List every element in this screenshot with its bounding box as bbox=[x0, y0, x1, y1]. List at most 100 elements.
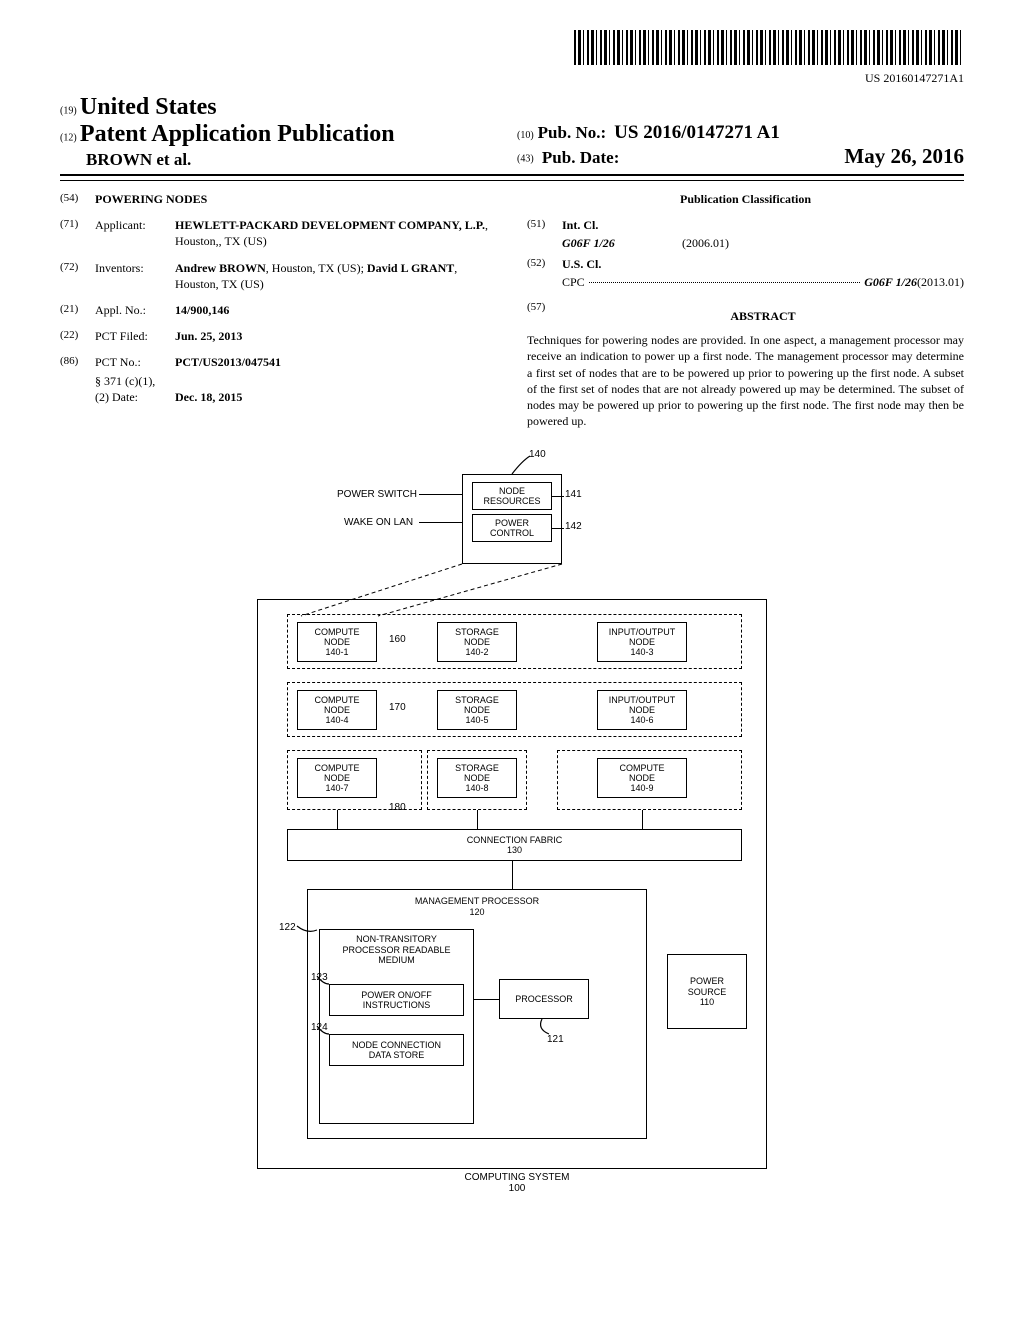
inventor1: Andrew BROWN bbox=[175, 261, 266, 275]
s371-label: § 371 (c)(1), bbox=[95, 373, 155, 389]
patent-figure: POWER SWITCH WAKE ON LAN NODE RESOURCES … bbox=[237, 454, 787, 1194]
applicant-label: Applicant: bbox=[95, 217, 175, 249]
inid-pubdate: (43) bbox=[517, 154, 534, 165]
inventors-code: (72) bbox=[60, 260, 95, 292]
abstract-header: ABSTRACT bbox=[562, 308, 964, 324]
uscl-label: U.S. Cl. bbox=[562, 256, 601, 272]
label-connection-fabric: CONNECTION FABRIC bbox=[467, 835, 563, 845]
applno-code: (21) bbox=[60, 302, 95, 318]
label-compute-4: COMPUTE NODE bbox=[315, 695, 360, 716]
label-io-6: INPUT/OUTPUT NODE bbox=[609, 695, 676, 716]
leader-122 bbox=[297, 924, 319, 936]
label-io-3: INPUT/OUTPUT NODE bbox=[609, 627, 676, 648]
node-140-4: COMPUTE NODE 140-4 bbox=[297, 690, 377, 730]
label-wake-on-lan: WAKE ON LAN bbox=[344, 517, 413, 528]
label-mgmt-processor: MANAGEMENT PROCESSOR bbox=[415, 896, 539, 906]
node-140-2: STORAGE NODE 140-2 bbox=[437, 622, 517, 662]
barcode-graphic bbox=[574, 30, 964, 65]
ref-140-6: 140-6 bbox=[630, 715, 653, 725]
ref-140-2: 140-2 bbox=[465, 647, 488, 657]
divider-top bbox=[60, 174, 964, 176]
line-n3f bbox=[642, 810, 643, 829]
inid-pubtype: (12) bbox=[60, 133, 77, 144]
pub-type: Patent Application Publication bbox=[80, 121, 395, 147]
node-140-7: COMPUTE NODE 140-7 bbox=[297, 758, 377, 798]
box-processor: PROCESSOR bbox=[499, 979, 589, 1019]
line-fm bbox=[512, 861, 513, 889]
box-power-source: POWER SOURCE 110 bbox=[667, 954, 747, 1029]
header-block: (19) United States (12) Patent Applicati… bbox=[60, 94, 964, 170]
ref-140-5: 140-5 bbox=[465, 715, 488, 725]
box-medium: NON-TRANSITORY PROCESSOR READABLE MEDIUM bbox=[319, 929, 474, 1124]
figure-wrap: POWER SWITCH WAKE ON LAN NODE RESOURCES … bbox=[60, 454, 964, 1194]
node-140-3: INPUT/OUTPUT NODE 140-3 bbox=[597, 622, 687, 662]
pubdate-label: Pub. Date: bbox=[542, 148, 619, 167]
pctno-value: PCT/US2013/047541 bbox=[175, 354, 497, 370]
line-wol bbox=[419, 522, 462, 523]
s371-date-label: (2) Date: bbox=[95, 389, 175, 405]
barcode-text: US 20160147271A1 bbox=[60, 71, 964, 86]
label-compute-1: COMPUTE NODE bbox=[315, 627, 360, 648]
ref-140-9: 140-9 bbox=[630, 783, 653, 793]
cpc-dots bbox=[589, 282, 861, 283]
pctfiled-label: PCT Filed: bbox=[95, 328, 175, 344]
ref-110: 110 bbox=[700, 997, 714, 1007]
inid-pubno: (10) bbox=[517, 130, 534, 141]
pctfiled-code: (22) bbox=[60, 328, 95, 344]
box-node-resources: NODE RESOURCES bbox=[472, 482, 552, 510]
intcl-label: Int. Cl. bbox=[562, 217, 598, 233]
pctno-label: PCT No.: bbox=[95, 354, 175, 370]
ref-100: 100 bbox=[509, 1183, 526, 1194]
line-141 bbox=[552, 496, 564, 497]
line-mp bbox=[474, 999, 499, 1000]
label-storage-5: STORAGE NODE bbox=[455, 695, 499, 716]
label-storage-2: STORAGE NODE bbox=[455, 627, 499, 648]
label-compute-9: COMPUTE NODE bbox=[620, 763, 665, 784]
ref-160: 160 bbox=[389, 634, 406, 645]
pubdate-value: May 26, 2016 bbox=[844, 144, 964, 169]
pctfiled-value: Jun. 25, 2013 bbox=[175, 328, 497, 344]
ref-140-8: 140-8 bbox=[465, 783, 488, 793]
country: United States bbox=[80, 94, 217, 120]
line-142 bbox=[552, 528, 564, 529]
abstract-code: (57) bbox=[527, 300, 562, 332]
line-ps bbox=[419, 494, 462, 495]
abstract-text: Techniques for powering nodes are provid… bbox=[527, 332, 964, 429]
node-140-6: INPUT/OUTPUT NODE 140-6 bbox=[597, 690, 687, 730]
box-power-control: POWER CONTROL bbox=[472, 514, 552, 542]
inventor1-loc: , Houston, TX (US); bbox=[266, 261, 367, 275]
label-storage-8: STORAGE NODE bbox=[455, 763, 499, 784]
box-data-store: NODE CONNECTION DATA STORE bbox=[329, 1034, 464, 1066]
applno-label: Appl. No.: bbox=[95, 302, 175, 318]
applno-value: 14/900,146 bbox=[175, 302, 497, 318]
authors-line: BROWN et al. bbox=[60, 150, 507, 170]
node-140-1: COMPUTE NODE 140-1 bbox=[297, 622, 377, 662]
ref-140-3: 140-3 bbox=[630, 647, 653, 657]
inventors-label: Inventors: bbox=[95, 260, 175, 292]
label-computing-system: COMPUTING SYSTEM 100 bbox=[462, 1172, 572, 1194]
pubno-label: Pub. No.: bbox=[538, 123, 606, 143]
barcode-area: US 20160147271A1 bbox=[60, 30, 964, 86]
inid-country: (19) bbox=[60, 106, 77, 117]
invention-title: POWERING NODES bbox=[95, 191, 207, 207]
ref-140-4: 140-4 bbox=[325, 715, 348, 725]
intcl-version: (2006.01) bbox=[682, 235, 729, 251]
intcl-symbol: G06F 1/26 bbox=[562, 235, 682, 251]
node-140-9: COMPUTE NODE 140-9 bbox=[597, 758, 687, 798]
leader-121 bbox=[537, 1019, 555, 1037]
node-140-5: STORAGE NODE 140-5 bbox=[437, 690, 517, 730]
intcl-code: (51) bbox=[527, 217, 562, 233]
applicant-code: (71) bbox=[60, 217, 95, 249]
node-140-8: STORAGE NODE 140-8 bbox=[437, 758, 517, 798]
ref-140-1: 140-1 bbox=[325, 647, 348, 657]
label-power-source: POWER SOURCE bbox=[688, 976, 727, 997]
left-column: (54) POWERING NODES (71) Applicant: HEWL… bbox=[60, 191, 497, 429]
line-n2f bbox=[477, 810, 478, 829]
ref-140-7: 140-7 bbox=[325, 783, 348, 793]
pctno-code: (86) bbox=[60, 354, 95, 370]
line-n1f bbox=[337, 810, 338, 829]
cpc-symbol: G06F 1/26 bbox=[864, 274, 917, 290]
label-compute-7: COMPUTE NODE bbox=[315, 763, 360, 784]
ref-180: 180 bbox=[389, 802, 406, 813]
ref-122: 122 bbox=[279, 922, 296, 933]
